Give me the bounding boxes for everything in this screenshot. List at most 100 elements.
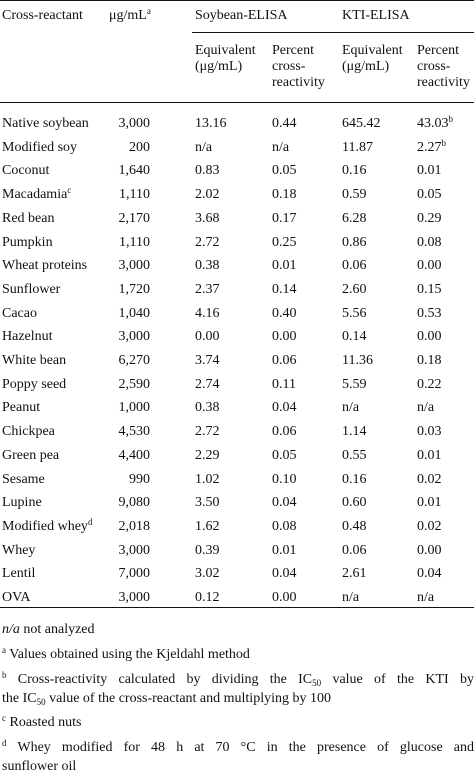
cell-concentration: 1,110 [119,234,150,250]
cell-kti-percent: n/a [417,590,435,605]
footnote-d-line1: d Whey modified for 48 h at 70 °C in the… [2,738,474,756]
footnote-c: c Roasted nuts [2,713,82,731]
cell-kti-equivalent: 0.06 [342,258,367,274]
footnote-d-line2: sunflower oil [2,759,77,774]
cell-kti-percent: 0.00 [417,258,442,274]
cell-concentration: 2,590 [118,376,151,392]
cell-soy-equivalent: 0.39 [195,542,220,558]
cell-kti-percent: 0.05 [417,187,442,203]
cell-kti-percent: 0.01 [417,163,442,179]
cell-concentration: 9,080 [118,495,151,511]
header-cross-reactant: Cross-reactant [2,8,83,23]
cell-kti-percent: 2.27b [417,137,446,155]
cell-cross-reactant: Modified soy [2,139,78,155]
cell-soy-equivalent: 0.12 [195,590,220,605]
cell-soy-equivalent: 0.00 [195,329,220,345]
footnote-b-line2: the IC50 value of the cross-reactant and… [2,691,331,707]
cell-cross-reactant: Coconut [2,163,50,179]
cell-concentration: 3,000 [118,542,151,558]
cell-kti-equivalent: n/a [342,590,360,605]
cell-soy-equivalent: 3.68 [195,210,220,226]
cell-kti-equivalent: 2.60 [342,281,367,297]
cell-kti-equivalent: 645.42 [342,116,381,131]
header-soy-percent: Percent cross-reactivity [272,43,325,90]
cell-kti-percent: 0.15 [417,281,442,297]
cell-kti-percent: 0.01 [417,447,442,463]
cell-kti-equivalent: 0.55 [342,447,367,463]
cell-cross-reactant: Lupine [2,495,42,511]
cell-cross-reactant: Hazelnut [2,329,53,345]
bottom-rule [0,607,474,608]
cell-kti-equivalent: n/a [342,400,360,416]
cell-soy-equivalent: 3.74 [195,353,220,368]
header-concentration: μg/mLa [109,6,151,24]
cell-soy-equivalent: 2.74 [195,376,220,392]
cell-soy-percent: 0.11 [272,376,296,392]
cell-kti-equivalent: 2.61 [342,566,367,582]
cell-cross-reactant: Sunflower [2,281,61,297]
cell-kti-equivalent: 0.59 [342,187,367,203]
cell-concentration: 3,000 [118,590,151,605]
cell-soy-percent: n/a [272,139,290,155]
cell-soy-equivalent: 2.72 [195,424,220,440]
cell-concentration: 3,000 [118,329,151,345]
header-kti-equivalent: Equivalent (μg/mL) [342,43,403,74]
cell-kti-equivalent: 5.59 [342,376,367,392]
cell-cross-reactant: Whey [2,542,36,558]
cell-kti-percent: 0.03 [417,424,442,440]
cell-kti-percent: 0.08 [417,234,442,250]
cell-soy-percent: 0.25 [272,234,297,250]
cell-concentration: 1,040 [118,305,151,321]
header-kti-percent: Percent cross-reactivity [417,43,470,90]
cell-kti-percent: 0.00 [417,329,442,345]
cell-kti-percent: 0.04 [417,566,442,582]
cell-soy-equivalent: 4.16 [195,305,220,321]
cell-cross-reactant: Green pea [2,447,60,463]
cell-soy-equivalent: 2.72 [195,234,220,250]
cell-kti-percent: 0.01 [417,495,442,511]
cell-soy-percent: 0.05 [272,163,297,179]
cell-soy-percent: 0.06 [272,424,297,440]
cell-soy-equivalent: 1.62 [195,518,220,534]
subgroup-rule [192,32,474,33]
cell-kti-percent: 0.18 [417,353,442,368]
footnote-na: n/a not analyzed [2,622,95,637]
cell-cross-reactant: Cacao [2,305,37,321]
cell-cross-reactant: White bean [2,353,67,368]
header-soy-equivalent: Equivalent (μg/mL) [195,43,256,74]
cell-concentration: 3,000 [118,258,151,274]
cell-soy-percent: 0.14 [272,281,297,297]
cell-kti-percent: 0.22 [417,376,442,392]
cell-kti-equivalent: 0.86 [342,234,367,250]
cell-kti-percent: 0.02 [417,518,442,534]
cell-soy-percent: 0.17 [272,210,297,226]
cell-cross-reactant: Peanut [2,400,41,416]
cell-soy-percent: 0.00 [272,329,297,345]
cell-kti-equivalent: 1.14 [342,424,367,440]
cell-soy-percent: 0.01 [272,258,297,274]
cell-kti-equivalent: 11.87 [342,139,373,155]
cell-concentration: 2,170 [118,210,151,226]
cell-kti-equivalent: 11.36 [342,353,373,368]
cell-cross-reactant: Wheat proteins [2,258,88,274]
cell-concentration: 1,720 [118,281,151,297]
cell-soy-equivalent: 0.83 [195,163,220,179]
cell-cross-reactant: Pumpkin [2,234,53,250]
cell-soy-percent: 0.04 [272,400,297,416]
cell-kti-equivalent: 0.48 [342,518,367,534]
cell-kti-percent: n/a [417,400,435,416]
cell-cross-reactant: Sesame [2,471,45,487]
header-kti-elisa: KTI-ELISA [342,8,410,23]
cell-concentration: 4,400 [118,447,151,463]
cell-soy-percent: 0.06 [272,353,297,368]
cell-soy-equivalent: 13.16 [195,116,227,131]
cell-soy-equivalent: 0.38 [195,400,220,416]
cell-kti-percent: 0.00 [417,542,442,558]
cell-cross-reactant: Poppy seed [2,376,67,392]
cell-kti-equivalent: 0.06 [342,542,367,558]
cell-kti-percent: 43.03b [417,114,453,132]
top-rule [0,0,474,1]
cell-kti-equivalent: 6.28 [342,210,367,226]
cell-concentration: 1,640 [118,163,151,179]
footnote-b-line1: b Cross-reactivity calculated by dividin… [2,670,474,688]
